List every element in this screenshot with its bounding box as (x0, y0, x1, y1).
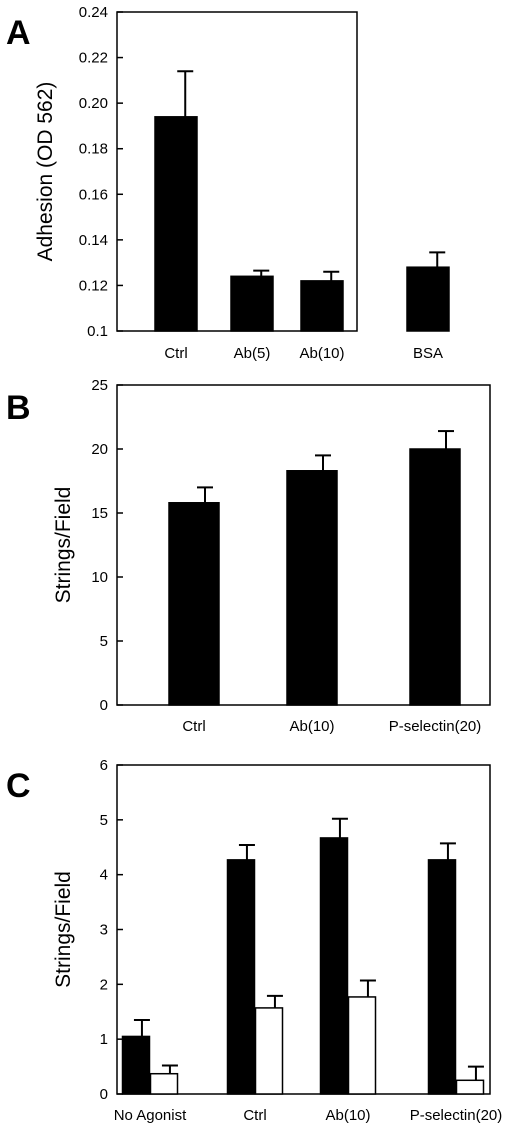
y-tick-label: 3 (100, 922, 108, 939)
bar (149, 1072, 179, 1095)
y-tick-label: 25 (91, 377, 108, 394)
x-category-label: No Agonist (114, 1107, 187, 1124)
x-category-label: P-selectin(20) (410, 1107, 503, 1124)
y-tick-label: 10 (91, 569, 108, 586)
y-tick-label: 20 (91, 441, 108, 458)
y-axis-title: Adhesion (OD 562) (34, 82, 57, 262)
bar (409, 448, 461, 706)
y-tick-label: 0.20 (79, 95, 108, 112)
y-tick-label: 1 (100, 1031, 108, 1048)
bar (319, 837, 349, 1095)
x-category-label: BSA (413, 345, 443, 362)
x-category-label: Ab(10) (325, 1107, 370, 1124)
y-tick-label: 0.16 (79, 186, 108, 203)
x-category-label: Ctrl (164, 345, 187, 362)
x-category-label: Ab(10) (289, 718, 334, 735)
panel-letter: A (6, 14, 31, 52)
y-tick-label: 0.12 (79, 277, 108, 294)
y-tick-label: 5 (100, 633, 108, 650)
bar (230, 275, 274, 332)
y-tick-label: 0 (100, 697, 108, 714)
bar (121, 1035, 151, 1095)
y-tick-label: 0.24 (79, 4, 108, 21)
bar (347, 996, 377, 1095)
bar (254, 1007, 284, 1095)
panel-a: A 0.1 0.12 0.14 0.16 0.18 0.20 0.22 0.24 Adhesion… (6, 4, 450, 362)
y-tick-label: 6 (100, 757, 108, 774)
y-axis-title: Strings/Field (52, 487, 75, 604)
x-category-label: Ab(5) (234, 345, 271, 362)
y-tick-label: 0 (100, 1086, 108, 1103)
y-tick-label: 15 (91, 505, 108, 522)
bar (154, 116, 198, 332)
y-tick-label: 4 (100, 867, 108, 884)
x-category-label: P-selectin(20) (389, 718, 482, 735)
y-tick-label: 0.14 (79, 232, 108, 249)
panel-letter: B (6, 389, 31, 427)
y-tick-label: 0.1 (87, 323, 108, 340)
bar (406, 266, 450, 332)
bar (455, 1079, 485, 1095)
y-tick-label: 2 (100, 976, 108, 993)
bar (300, 280, 344, 332)
bar (226, 859, 256, 1095)
y-tick-label: 0.18 (79, 141, 108, 158)
panel-b: B 0 5 10 15 20 25 Strings/Field Ctrl Ab(10) P-sele… (6, 377, 491, 735)
y-tick-label: 5 (100, 812, 108, 829)
x-category-label: Ctrl (243, 1107, 266, 1124)
y-axis-title: Strings/Field (52, 871, 75, 988)
bar (168, 502, 220, 706)
bar (427, 859, 457, 1095)
panel-c: C 0 1 2 3 4 5 6 Strings/Field No Agonist Ctrl Ab(10… (6, 757, 502, 1124)
y-tick-label: 0.22 (79, 50, 108, 67)
bar (286, 470, 338, 706)
panel-letter: C (6, 767, 31, 805)
x-category-label: Ctrl (182, 718, 205, 735)
x-category-label: Ab(10) (299, 345, 344, 362)
